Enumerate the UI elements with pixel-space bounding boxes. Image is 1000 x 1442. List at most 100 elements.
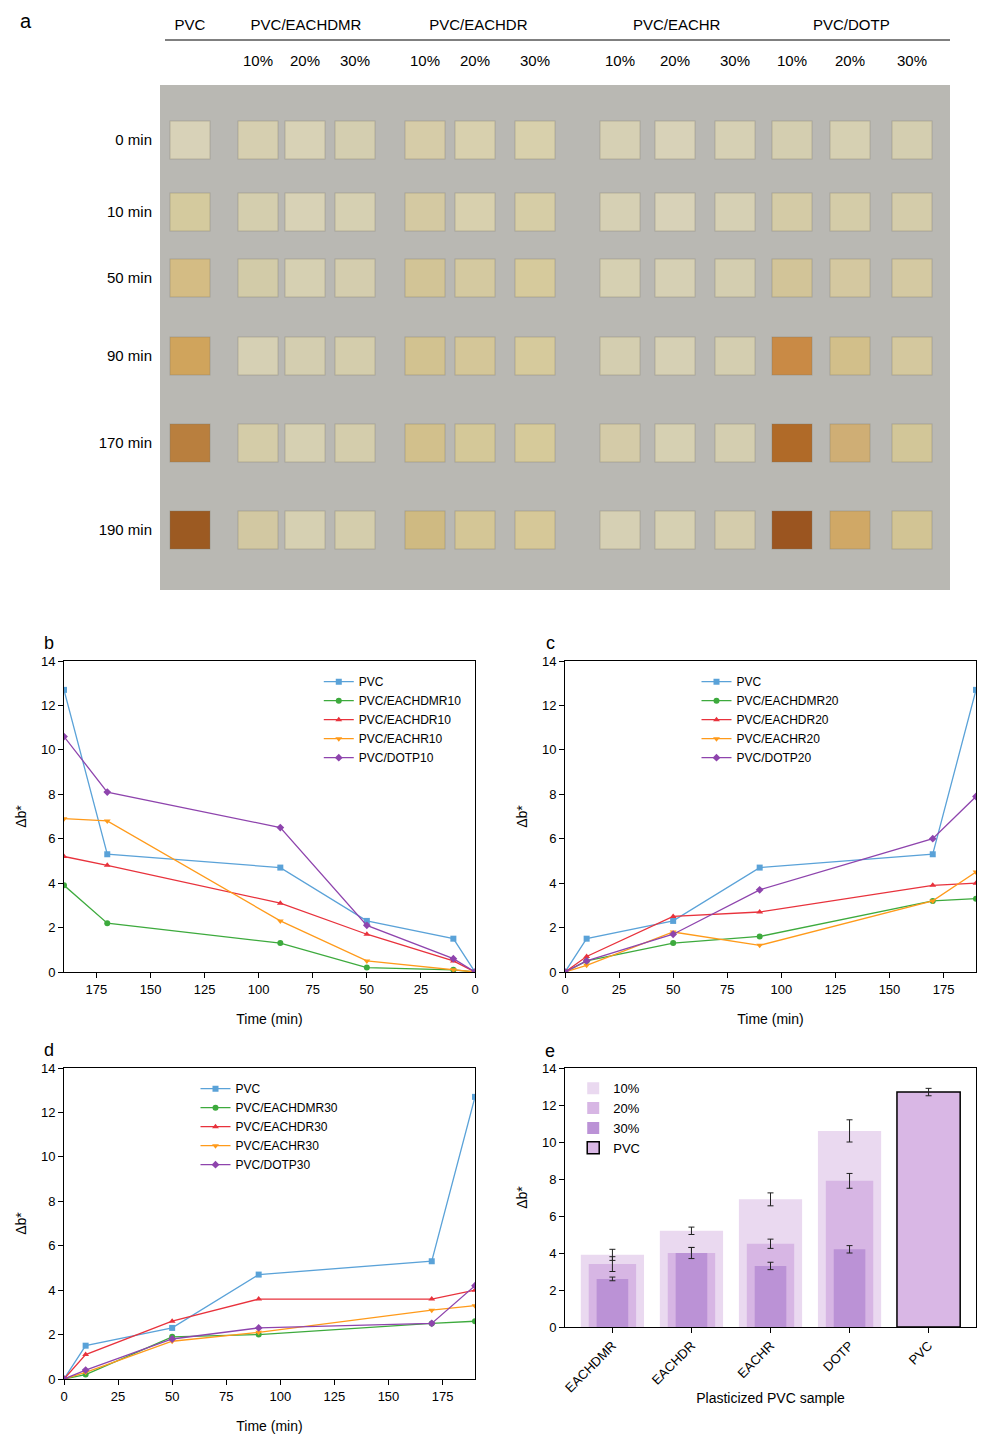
svg-text:75: 75 — [720, 982, 734, 997]
svg-text:10 min: 10 min — [107, 203, 152, 220]
svg-text:50 min: 50 min — [107, 269, 152, 286]
svg-text:100: 100 — [770, 982, 792, 997]
svg-text:PVC/EACHDMR: PVC/EACHDMR — [251, 16, 362, 33]
svg-text:4: 4 — [48, 876, 55, 891]
svg-text:14: 14 — [41, 1061, 55, 1076]
svg-text:12: 12 — [41, 698, 55, 713]
svg-text:a: a — [20, 10, 32, 32]
svg-text:25: 25 — [414, 982, 428, 997]
svg-text:10: 10 — [542, 742, 556, 757]
svg-text:30%: 30% — [897, 52, 927, 69]
svg-text:PVC/DOTP30: PVC/DOTP30 — [236, 1158, 311, 1172]
svg-text:14: 14 — [542, 1061, 556, 1076]
svg-text:PVC/EACHR: PVC/EACHR — [633, 16, 721, 33]
svg-text:20%: 20% — [835, 52, 865, 69]
svg-text:0 min: 0 min — [115, 131, 152, 148]
svg-text:10%: 10% — [410, 52, 440, 69]
svg-text:0: 0 — [471, 982, 478, 997]
svg-text:50: 50 — [666, 982, 680, 997]
svg-text:PVC/EACHDMR10: PVC/EACHDMR10 — [359, 694, 461, 708]
svg-text:PVC: PVC — [737, 675, 762, 689]
svg-text:14: 14 — [542, 654, 556, 669]
svg-text:Δb*: Δb* — [13, 805, 29, 828]
svg-text:PVC: PVC — [236, 1082, 261, 1096]
svg-text:PVC/EACHDR: PVC/EACHDR — [429, 16, 528, 33]
svg-text:PVC: PVC — [175, 16, 206, 33]
svg-text:Time (min): Time (min) — [236, 1011, 302, 1027]
svg-text:125: 125 — [324, 1389, 346, 1404]
svg-text:30%: 30% — [720, 52, 750, 69]
svg-text:75: 75 — [219, 1389, 233, 1404]
svg-text:10: 10 — [41, 742, 55, 757]
svg-text:6: 6 — [549, 1209, 556, 1224]
svg-text:6: 6 — [48, 1238, 55, 1253]
svg-text:50: 50 — [165, 1389, 179, 1404]
svg-text:Time (min): Time (min) — [236, 1418, 302, 1434]
svg-text:b: b — [44, 633, 54, 653]
svg-text:10%: 10% — [777, 52, 807, 69]
svg-text:Time (min): Time (min) — [737, 1011, 803, 1027]
svg-text:10%: 10% — [613, 1081, 639, 1096]
svg-text:0: 0 — [549, 1320, 556, 1335]
svg-text:25: 25 — [111, 1389, 125, 1404]
svg-text:DOTP: DOTP — [820, 1338, 856, 1374]
svg-text:125: 125 — [194, 982, 216, 997]
svg-text:PVC/EACHDR20: PVC/EACHDR20 — [737, 713, 829, 727]
svg-text:10: 10 — [41, 1149, 55, 1164]
svg-text:2: 2 — [48, 1327, 55, 1342]
svg-text:PVC/DOTP: PVC/DOTP — [813, 16, 890, 33]
svg-text:2: 2 — [549, 1283, 556, 1298]
svg-text:PVC/DOTP10: PVC/DOTP10 — [359, 751, 434, 765]
svg-text:PVC/EACHDR10: PVC/EACHDR10 — [359, 713, 451, 727]
svg-text:8: 8 — [48, 1194, 55, 1209]
svg-text:6: 6 — [549, 831, 556, 846]
svg-text:Δb*: Δb* — [514, 805, 530, 828]
svg-text:Plasticized PVC sample: Plasticized PVC sample — [696, 1390, 845, 1406]
svg-text:50: 50 — [360, 982, 374, 997]
svg-text:190 min: 190 min — [99, 521, 152, 538]
svg-text:10: 10 — [542, 1135, 556, 1150]
svg-text:12: 12 — [542, 1098, 556, 1113]
svg-text:100: 100 — [269, 1389, 291, 1404]
svg-text:12: 12 — [41, 1105, 55, 1120]
svg-text:c: c — [546, 633, 555, 653]
svg-text:4: 4 — [48, 1283, 55, 1298]
svg-text:30%: 30% — [613, 1121, 639, 1136]
svg-text:PVC/EACHR30: PVC/EACHR30 — [236, 1139, 320, 1153]
svg-text:2: 2 — [549, 920, 556, 935]
svg-text:14: 14 — [41, 654, 55, 669]
svg-text:125: 125 — [825, 982, 847, 997]
svg-text:PVC/EACHDMR30: PVC/EACHDMR30 — [236, 1101, 338, 1115]
svg-text:25: 25 — [612, 982, 626, 997]
svg-text:75: 75 — [306, 982, 320, 997]
svg-text:d: d — [44, 1040, 54, 1060]
svg-text:2: 2 — [48, 920, 55, 935]
svg-text:6: 6 — [48, 831, 55, 846]
svg-text:4: 4 — [549, 876, 556, 891]
svg-text:10%: 10% — [605, 52, 635, 69]
svg-text:30%: 30% — [340, 52, 370, 69]
svg-text:10%: 10% — [243, 52, 273, 69]
svg-text:PVC: PVC — [613, 1141, 640, 1156]
svg-text:20%: 20% — [613, 1101, 639, 1116]
svg-text:8: 8 — [48, 787, 55, 802]
svg-text:30%: 30% — [520, 52, 550, 69]
svg-text:175: 175 — [933, 982, 955, 997]
svg-text:PVC/EACHR10: PVC/EACHR10 — [359, 732, 443, 746]
svg-text:4: 4 — [549, 1246, 556, 1261]
svg-text:170 min: 170 min — [99, 434, 152, 451]
svg-text:0: 0 — [48, 965, 55, 980]
svg-text:175: 175 — [86, 982, 108, 997]
svg-text:PVC/EACHDMR20: PVC/EACHDMR20 — [737, 694, 839, 708]
svg-text:0: 0 — [561, 982, 568, 997]
svg-text:20%: 20% — [460, 52, 490, 69]
svg-text:EACHDMR: EACHDMR — [562, 1338, 619, 1395]
svg-text:20%: 20% — [660, 52, 690, 69]
svg-text:0: 0 — [549, 965, 556, 980]
svg-text:0: 0 — [60, 1389, 67, 1404]
svg-text:8: 8 — [549, 1172, 556, 1187]
svg-text:175: 175 — [432, 1389, 454, 1404]
svg-text:0: 0 — [48, 1372, 55, 1387]
svg-text:150: 150 — [378, 1389, 400, 1404]
svg-text:8: 8 — [549, 787, 556, 802]
